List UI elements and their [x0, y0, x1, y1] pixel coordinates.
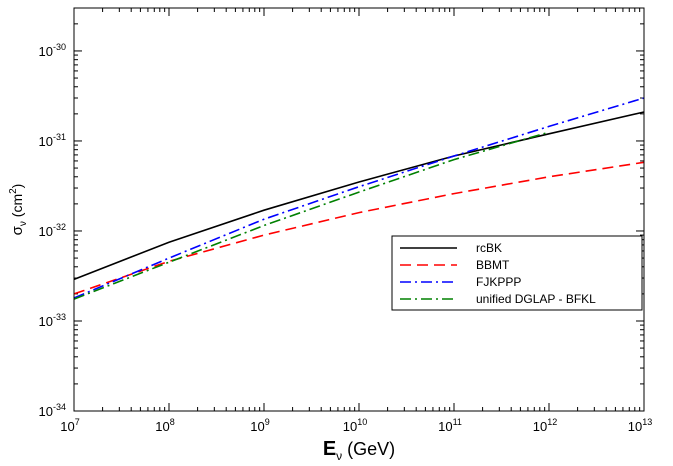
y-axis-title-sub: ν	[18, 221, 29, 226]
y-tick-label: 10-31	[39, 132, 66, 149]
legend: rcBK BBMT FJKPPP unified DGLAP - BFKL	[391, 235, 643, 311]
x-axis-title-base: E	[323, 438, 336, 460]
series-line-fjkppp	[73, 97, 645, 299]
y-tick-label: 10-30	[39, 42, 66, 59]
y-axis-title: σν (cm2)	[8, 184, 29, 236]
x-tick-label: 109	[250, 417, 269, 434]
y-axis-title-base: σ	[9, 225, 26, 235]
x-tick-label: 1012	[533, 417, 557, 434]
x-axis-title-sub: ν	[336, 449, 342, 463]
x-tick-label: 1010	[343, 417, 367, 434]
y-axis-title-unit-pre: (cm	[9, 194, 25, 221]
y-axis-title-unit-sup: 2	[8, 188, 19, 194]
x-axis-title-unit: (GeV)	[342, 439, 395, 459]
plot-frame	[73, 7, 645, 412]
x-tick-label: 108	[155, 417, 174, 434]
series-line-bbmt	[73, 161, 645, 295]
x-tick-label: 1013	[628, 417, 652, 434]
series-lines	[73, 97, 645, 300]
x-tick-label: 107	[60, 417, 79, 434]
series-line-unified-dglap-bfkl	[73, 131, 550, 300]
x-axis-title: Eν (GeV)	[323, 438, 395, 463]
y-tick-label: 10-33	[39, 312, 66, 329]
legend-label-fjkppp: FJKPPP	[476, 275, 521, 289]
legend-label-bbmt: BBMT	[476, 258, 510, 272]
legend-label-unified-dglap-bfkl: unified DGLAP - BFKL	[476, 292, 596, 306]
x-tick-label: 1011	[438, 417, 462, 434]
y-tick-label: 10-32	[39, 222, 66, 239]
series-line-rcbk	[73, 111, 645, 281]
y-tick-label: 10-34	[39, 402, 66, 419]
axis-ticks: 107 108 109 1010 1011 1012 1013 10-34 10-33 10-32…	[39, 8, 652, 434]
legend-label-rcbk: rcBK	[476, 241, 502, 255]
y-axis-title-unit-post: )	[9, 184, 25, 189]
